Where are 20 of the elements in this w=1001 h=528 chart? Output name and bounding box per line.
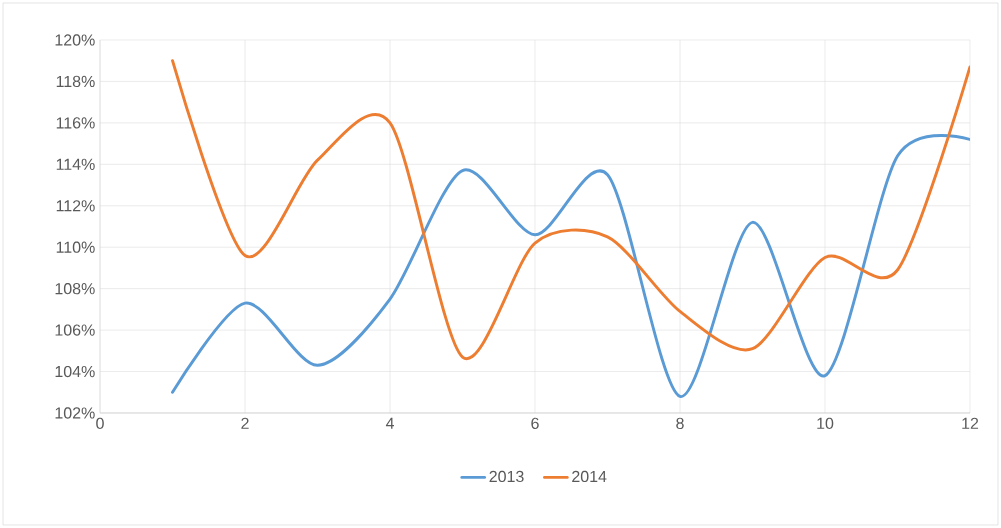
x-tick-label: 4 bbox=[385, 417, 394, 429]
y-tick-label: 120% bbox=[55, 34, 95, 46]
y-tick-label: 118% bbox=[56, 75, 95, 88]
x-tick-label: 10 bbox=[817, 417, 834, 430]
y-tick-label: 104% bbox=[55, 365, 95, 378]
y-tick-label: 108% bbox=[55, 283, 95, 295]
legend-label: 2013 bbox=[489, 470, 524, 483]
legend-label: 2014 bbox=[572, 470, 607, 483]
y-tick-label: 102% bbox=[55, 407, 95, 419]
y-tick-label: 106% bbox=[55, 324, 95, 336]
y-tick-label: 116% bbox=[56, 117, 95, 129]
x-tick-label: 2 bbox=[241, 417, 249, 429]
x-tick-label: 8 bbox=[676, 417, 684, 430]
y-tick-label: 110% bbox=[56, 241, 95, 253]
y-tick-label: 114% bbox=[56, 158, 95, 170]
x-tick-label: 6 bbox=[531, 417, 539, 430]
x-tick-label: 0 bbox=[96, 417, 104, 430]
x-tick-label: 12 bbox=[962, 417, 979, 429]
y-tick-label: 112% bbox=[56, 200, 95, 212]
line-series bbox=[171, 59, 970, 360]
